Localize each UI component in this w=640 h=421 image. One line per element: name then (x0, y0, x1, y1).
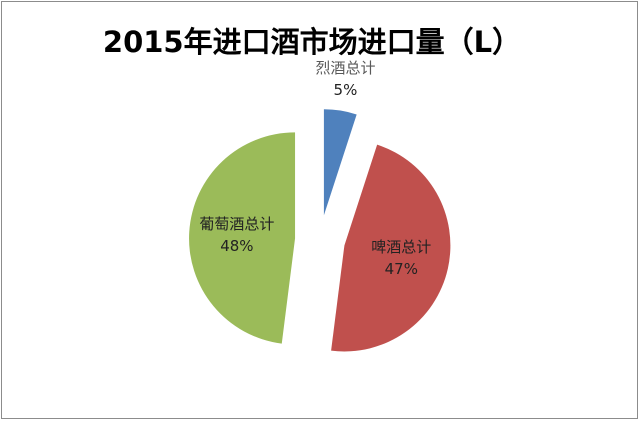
category-label: 烈酒总计 (315, 59, 376, 78)
slice-label: 啤酒总计 47% (364, 236, 439, 280)
chart-title: 2015年进口酒市场进口量（L） (103, 25, 521, 59)
pie-slice (331, 144, 451, 352)
value-label: 47% (384, 260, 418, 279)
slice-label: 葡萄酒总计 48% (199, 213, 274, 257)
category-label: 葡萄酒总计 (199, 214, 275, 233)
value-label: 48% (220, 236, 254, 255)
pie-slice (189, 132, 296, 344)
category-label: 啤酒总计 (371, 238, 432, 257)
pie-slice (323, 109, 357, 216)
value-label: 5% (333, 81, 358, 100)
slice-label: 烈酒总计 5% (305, 57, 385, 101)
